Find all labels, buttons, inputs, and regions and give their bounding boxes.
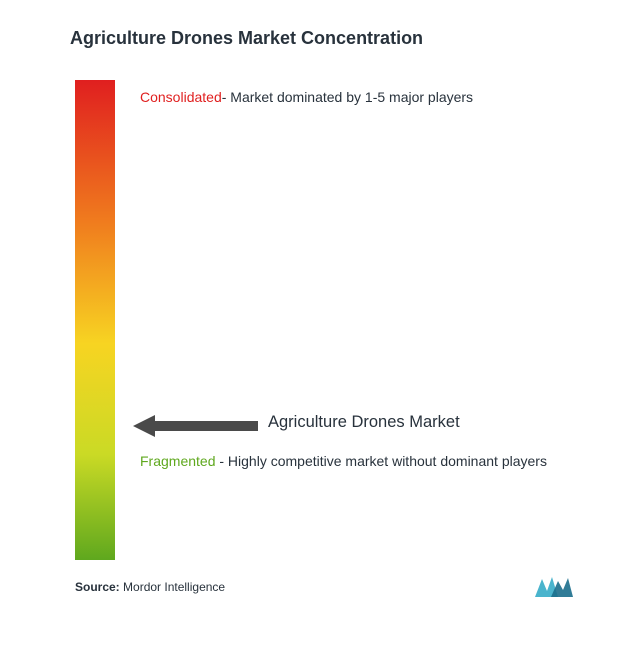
consolidated-highlight: Consolidated	[140, 89, 222, 105]
fragmented-highlight: Fragmented	[140, 453, 215, 469]
market-name-label: Agriculture Drones Market	[268, 413, 460, 432]
market-position-arrow	[133, 415, 258, 437]
mordor-logo-icon	[533, 575, 575, 599]
source-text: Source: Mordor Intelligence	[75, 580, 225, 594]
fragmented-rest: - Highly competitive market without domi…	[215, 453, 546, 469]
fragmented-description: Fragmented - Highly competitive market w…	[140, 450, 560, 474]
arrow-head-icon	[133, 415, 155, 437]
consolidated-description: Consolidated- Market dominated by 1-5 ma…	[140, 87, 473, 108]
source-value: Mordor Intelligence	[123, 580, 225, 594]
arrow-shaft	[155, 421, 258, 431]
source-row: Source: Mordor Intelligence	[75, 575, 575, 599]
consolidated-rest: - Market dominated by 1-5 major players	[222, 89, 473, 105]
concentration-gradient-bar	[75, 80, 115, 560]
source-label: Source:	[75, 580, 120, 594]
page-title: Agriculture Drones Market Concentration	[70, 28, 423, 49]
